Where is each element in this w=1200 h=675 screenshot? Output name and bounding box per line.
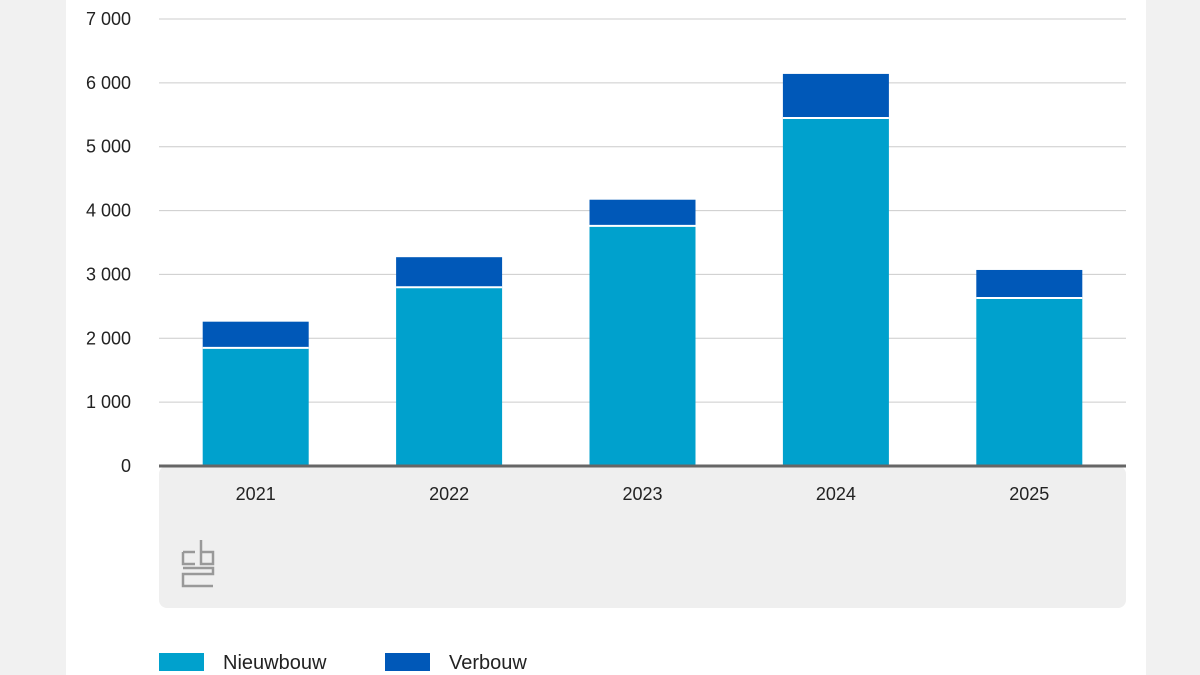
bar-verbouw-2023	[589, 199, 696, 226]
y-tick-label: 0	[121, 456, 131, 476]
cbs-logo-icon	[181, 540, 215, 588]
y-axis-tick-labels: 0 1 000 2 000 3 000 4 000 5 000 6 000 7 000	[86, 9, 131, 476]
x-tick-label: 2025	[1009, 484, 1049, 504]
bars	[202, 73, 1083, 466]
x-axis-tick-labels: 2021 2022 2023 2024 2025	[236, 484, 1050, 504]
y-tick-label: 6 000	[86, 73, 131, 93]
bar-nieuwbouw-2024	[782, 117, 889, 466]
y-tick-label: 3 000	[86, 264, 131, 284]
y-tick-label: 2 000	[86, 328, 131, 348]
legend-swatch-verbouw	[385, 653, 430, 671]
y-tick-label: 4 000	[86, 201, 131, 221]
x-tick-label: 2024	[816, 484, 856, 504]
bar-nieuwbouw-2023	[589, 225, 696, 466]
bar-nieuwbouw-2025	[976, 298, 1083, 466]
legend-swatch-nieuwbouw	[159, 653, 204, 671]
bar-verbouw-2022	[396, 257, 503, 288]
bar-nieuwbouw-2021	[202, 347, 309, 466]
legend: Nieuwbouw Verbouw	[159, 652, 527, 674]
bar-verbouw-2024	[782, 73, 889, 118]
legend-label-nieuwbouw: Nieuwbouw	[223, 652, 327, 674]
y-tick-label: 1 000	[86, 392, 131, 412]
x-axis-panel	[159, 466, 1126, 608]
legend-label-verbouw: Verbouw	[449, 652, 527, 674]
x-tick-label: 2022	[429, 484, 469, 504]
bar-verbouw-2021	[202, 321, 309, 348]
x-tick-label: 2021	[236, 484, 276, 504]
y-tick-label: 7 000	[86, 9, 131, 29]
y-tick-label: 5 000	[86, 137, 131, 157]
x-tick-label: 2023	[622, 484, 662, 504]
bar-nieuwbouw-2022	[396, 287, 503, 466]
bar-verbouw-2025	[976, 269, 1083, 299]
